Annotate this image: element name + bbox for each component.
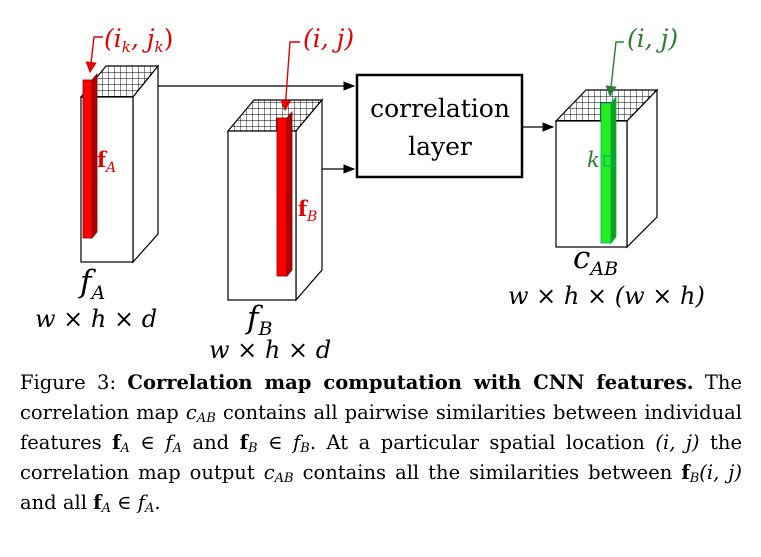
caption-math-sub: AB bbox=[196, 411, 216, 426]
feature-volume-a bbox=[79, 64, 160, 264]
feature-vector-a bbox=[82, 79, 93, 239]
caption-text: . At a particular spatial location bbox=[309, 431, 656, 454]
block-name-fb: fB bbox=[245, 300, 272, 340]
caption-math-sub: B bbox=[300, 441, 310, 456]
correlation-layer-line2: layer bbox=[408, 132, 472, 161]
block-dims-cab: w × h × (w × h) bbox=[508, 282, 705, 310]
caption-math-sub: B bbox=[248, 441, 258, 456]
figure-caption: Figure 3: Correlation map computation wi… bbox=[20, 368, 742, 518]
correlation-cell-k bbox=[603, 155, 615, 167]
correlation-layer-line1: correlation bbox=[370, 94, 510, 123]
block-name-fa: fA bbox=[78, 264, 105, 304]
block-dims-fb: w × h × d bbox=[209, 336, 331, 364]
caption-math: f bbox=[293, 431, 301, 454]
caption-math: f bbox=[112, 431, 121, 454]
caption-math-sub: A bbox=[120, 441, 130, 456]
caption-math-sub: B bbox=[689, 471, 700, 486]
block-dims-fa: w × h × d bbox=[35, 305, 157, 333]
figure-label: Figure 3: bbox=[20, 371, 117, 394]
caption-math: (i, j) bbox=[655, 431, 700, 454]
caption-math: f bbox=[681, 461, 690, 484]
correlation-layer-box bbox=[355, 73, 524, 179]
caption-math: (i, j) bbox=[699, 461, 742, 484]
caption-math: f bbox=[165, 431, 173, 454]
caption-math-sub: A bbox=[101, 501, 111, 516]
caption-text: . bbox=[154, 491, 161, 514]
location-arrow-ab bbox=[605, 41, 624, 98]
correlation-volume-ab bbox=[554, 88, 659, 249]
caption-text: contains all pairwise similarities betwe… bbox=[20, 401, 742, 454]
correlation-diagram: correlation layer (ik, jk) (i, j) (i, j)… bbox=[35, 24, 705, 364]
caption-text: contains all the similarities between bbox=[293, 461, 682, 484]
location-arrow-a bbox=[85, 36, 103, 74]
feature-volume-b bbox=[226, 98, 324, 302]
feature-vector-b bbox=[276, 117, 288, 277]
caption-math-sub: A bbox=[172, 441, 182, 456]
vector-label-fa: fA bbox=[97, 147, 116, 176]
caption-text: ∈ bbox=[110, 491, 138, 514]
caption-math-sub: A bbox=[145, 501, 155, 516]
caption-text: The correlation map bbox=[20, 371, 742, 424]
correlation-vector-ab bbox=[600, 102, 612, 244]
location-arrow-b bbox=[280, 41, 300, 112]
caption-text: and all bbox=[20, 491, 94, 514]
vector-label-fb: fB bbox=[298, 196, 317, 225]
caption-math: c bbox=[263, 461, 275, 484]
block-name-cab: cAB bbox=[573, 240, 618, 280]
caption-math: f bbox=[93, 491, 102, 514]
caption-math: f bbox=[137, 491, 146, 514]
caption-math: f bbox=[239, 431, 249, 454]
caption-text: ∈ bbox=[129, 431, 166, 454]
caption-math-sub: AB bbox=[274, 471, 294, 486]
caption-text: the correlation map output bbox=[20, 431, 742, 484]
location-label-ab: (i, j) bbox=[627, 24, 678, 53]
caption-text: and bbox=[181, 431, 240, 454]
location-label-a: (ik, jk) bbox=[104, 24, 173, 56]
caption-text: ∈ bbox=[257, 431, 294, 454]
caption-title: Correlation map computation with CNN fea… bbox=[127, 371, 694, 394]
vector-label-k: k bbox=[587, 148, 600, 172]
caption-math: c bbox=[185, 401, 197, 424]
location-label-b: (i, j) bbox=[303, 24, 354, 53]
